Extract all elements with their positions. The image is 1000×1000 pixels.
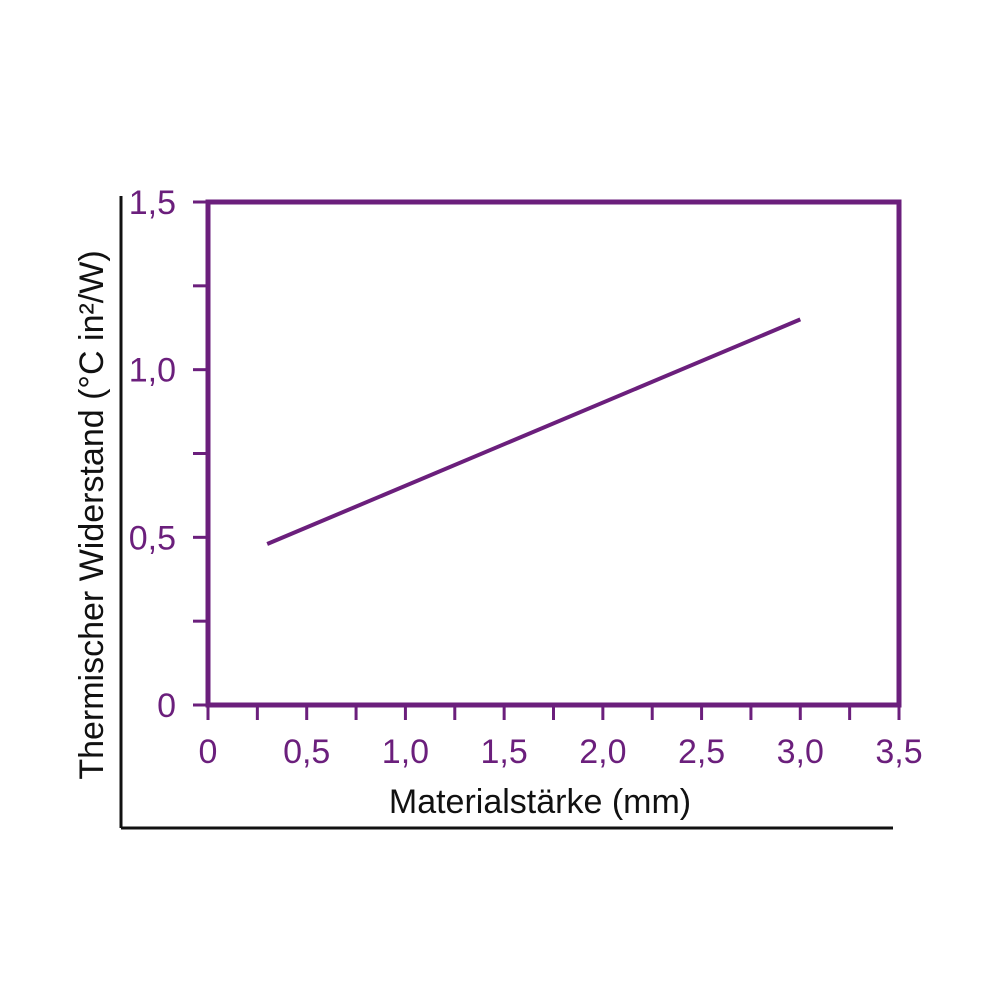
x-tick-label: 1,5: [481, 733, 528, 771]
x-tick-labels: 0 0,5 1,0 1,5 2,0 2,5 3,0 3,5: [199, 733, 923, 771]
y-axis-title: Thermischer Widerstand (°C in²/W): [73, 250, 111, 779]
x-tick-label: 0,5: [283, 733, 330, 771]
y-tick-label: 0: [157, 687, 176, 725]
ticks: [193, 200, 901, 720]
x-tick-label: 3,0: [777, 733, 824, 771]
y-tick-labels: 0 0,5 1,0 1,5: [129, 184, 176, 725]
x-tick-label: 2,5: [678, 733, 725, 771]
x-tick-label: 0: [199, 733, 218, 771]
y-tick-label: 1,0: [129, 352, 176, 390]
series-line: [266, 317, 802, 546]
x-tick-label: 3,5: [875, 733, 922, 771]
y-tick-label: 0,5: [129, 519, 176, 557]
x-tick-label: 1,0: [382, 733, 429, 771]
y-tick-label: 1,5: [129, 184, 176, 222]
series: [266, 317, 802, 546]
plot-frame: [205, 199, 902, 708]
x-axis-title: Materialstärke (mm): [389, 783, 691, 821]
x-tick-label: 2,0: [579, 733, 626, 771]
